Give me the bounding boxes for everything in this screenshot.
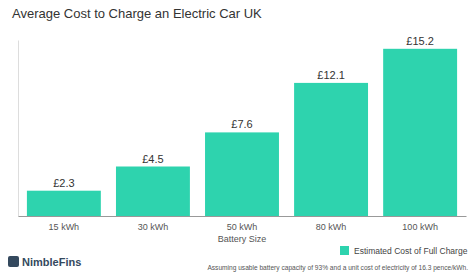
data-label: £15.2 [406,35,434,47]
x-tick-label: 100 kWh [402,222,438,232]
x-tick: 30 kWh [138,216,169,232]
x-tick-label: 15 kWh [49,222,80,232]
logo-icon [8,256,19,267]
chart: Average Cost to Charge an Electric Car U… [0,0,474,277]
data-label: £2.3 [53,177,74,189]
legend-label: Estimated Cost of Full Charge [354,246,468,256]
data-label: £12.1 [317,69,345,81]
bar [383,49,457,216]
bar [27,191,101,216]
x-tick-label: 30 kWh [138,222,169,232]
x-tick: 15 kWh [49,216,80,232]
data-label: £4.5 [142,153,163,165]
x-tick: 80 kWh [316,216,347,232]
bar [294,83,368,216]
bars [27,49,457,216]
legend-swatch [340,246,349,255]
x-axis-line [19,216,467,217]
footnote: Assuming usable battery capacity of 93% … [207,264,468,272]
brand: NimbleFins [22,256,81,268]
x-tick: 50 kWh [227,216,258,232]
x-axis: 15 kWh 30 kWh 50 kWh 80 kWh 100 kWh [19,216,467,232]
y-axis [18,41,19,217]
x-tick-label: 80 kWh [316,222,347,232]
data-label: £7.6 [231,118,252,130]
legend: Estimated Cost of Full Charge [340,246,468,256]
x-axis-title: Battery Size [218,234,267,244]
title: Average Cost to Charge an Electric Car U… [12,6,262,21]
x-tick: 100 kWh [402,216,438,232]
x-tick-label: 50 kWh [227,222,258,232]
bar [116,167,190,217]
bar [205,132,279,216]
y-axis-line [18,41,19,217]
